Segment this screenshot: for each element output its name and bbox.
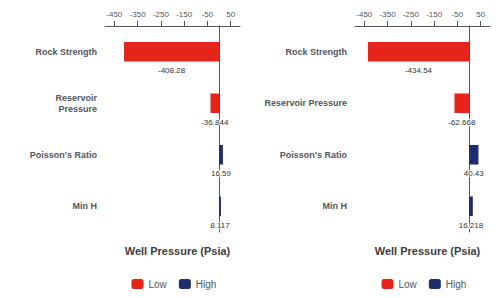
- svg-text:Low: Low: [149, 279, 168, 290]
- svg-text:High: High: [446, 279, 467, 290]
- svg-text:16.218: 16.218: [459, 221, 484, 230]
- svg-text:Reservoir: Reservoir: [55, 93, 97, 103]
- svg-text:Pressure: Pressure: [58, 104, 97, 114]
- svg-text:Poisson's Ratio: Poisson's Ratio: [280, 150, 348, 160]
- svg-text:-450: -450: [106, 10, 123, 19]
- svg-text:Poisson's Ratio: Poisson's Ratio: [30, 150, 98, 160]
- svg-text:High: High: [196, 279, 217, 290]
- svg-text:-450: -450: [356, 10, 373, 19]
- svg-text:-62.668: -62.668: [448, 118, 476, 127]
- svg-text:-434.54: -434.54: [405, 66, 433, 75]
- svg-text:-250: -250: [403, 10, 420, 19]
- svg-text:Well Pressure (Psia): Well Pressure (Psia): [375, 245, 481, 257]
- svg-text:50: 50: [226, 10, 235, 19]
- svg-text:-150: -150: [176, 10, 193, 19]
- svg-text:-150: -150: [426, 10, 443, 19]
- svg-text:8.117: 8.117: [210, 221, 230, 230]
- svg-text:Rock Strength: Rock Strength: [35, 47, 97, 57]
- svg-text:-350: -350: [130, 10, 147, 19]
- svg-text:40.43: 40.43: [464, 169, 485, 178]
- svg-text:Min H: Min H: [73, 201, 98, 211]
- svg-text:Low: Low: [399, 279, 418, 290]
- svg-text:16.59: 16.59: [211, 169, 232, 178]
- svg-text:-36.844: -36.844: [201, 118, 229, 127]
- svg-text:-50: -50: [202, 10, 214, 19]
- svg-text:-350: -350: [380, 10, 397, 19]
- svg-text:Min H: Min H: [323, 201, 348, 211]
- svg-text:-408.28: -408.28: [158, 66, 186, 75]
- svg-text:-250: -250: [153, 10, 170, 19]
- svg-text:Rock Strength: Rock Strength: [285, 47, 347, 57]
- svg-text:Well Pressure (Psia): Well Pressure (Psia): [125, 245, 231, 257]
- svg-text:50: 50: [476, 10, 485, 19]
- svg-text:-50: -50: [452, 10, 464, 19]
- svg-text:Reservoir Pressure: Reservoir Pressure: [264, 98, 347, 108]
